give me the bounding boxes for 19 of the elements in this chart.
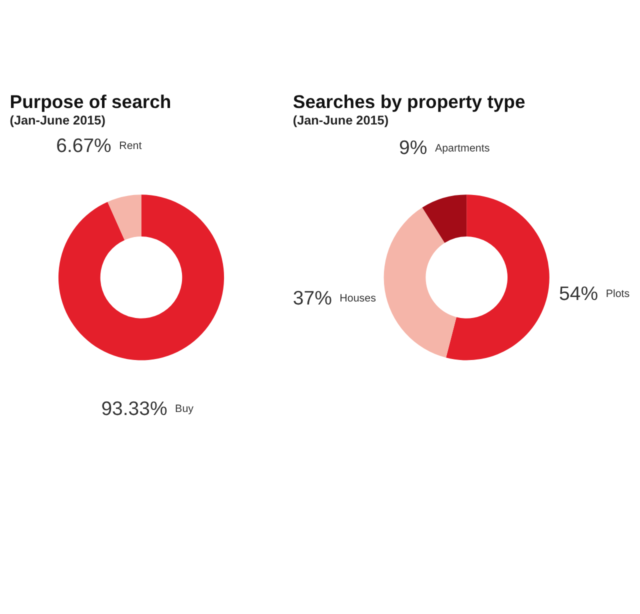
chart-title: Searches by property type <box>292 90 526 112</box>
donut-slice <box>384 208 456 358</box>
data-label: 93.33% <box>101 398 168 420</box>
slice-label: Buy <box>175 402 194 415</box>
donut-slice <box>108 194 142 240</box>
chart-subtitle: (Jan-June 2015) <box>10 114 106 128</box>
chart-subtitle: (Jan-June 2015) <box>292 114 389 128</box>
donut-slice <box>58 194 224 360</box>
slice-label: Plots <box>606 288 630 300</box>
donut-slice <box>446 194 550 360</box>
slice-label: Apartments <box>434 142 490 154</box>
slice-label: Rent <box>119 140 142 152</box>
data-label: 6.67% <box>56 134 112 157</box>
data-label: 9% <box>399 137 428 160</box>
slice-label: Houses <box>340 292 376 304</box>
donut-slice <box>422 194 467 243</box>
chart-title: Purpose of search <box>10 90 172 112</box>
data-label: 37% <box>292 287 332 310</box>
data-label: 54% <box>559 283 598 306</box>
